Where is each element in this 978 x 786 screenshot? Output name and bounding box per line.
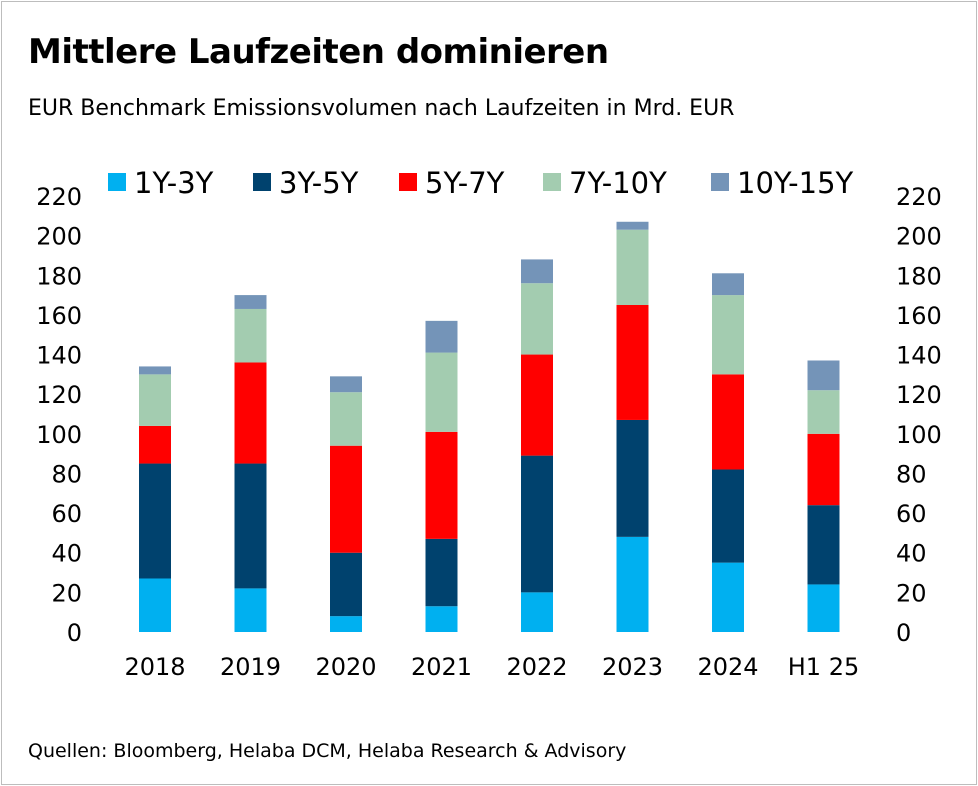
legend-label: 7Y-10Y [569, 166, 667, 200]
y-tick-right: 80 [896, 460, 927, 488]
bar-segment [234, 362, 267, 464]
legend-swatch [399, 173, 417, 191]
bar-segment [521, 354, 553, 456]
bar-segment [616, 536, 649, 632]
bar-segment [139, 578, 171, 632]
bar-segment [330, 445, 362, 553]
bar-segment [425, 431, 458, 539]
bar-segment [139, 425, 171, 464]
chart-subtitle: EUR Benchmark Emissionsvolumen nach Lauf… [28, 96, 735, 121]
bar-segment [521, 455, 553, 593]
chart-title: Mittlere Laufzeiten dominieren [28, 32, 609, 72]
bar-segment [234, 588, 267, 632]
x-tick-label: H1 25 [788, 653, 859, 681]
bar-segment [330, 392, 362, 446]
x-tick-label: 2019 [220, 653, 281, 681]
y-tick-left: 0 [67, 619, 82, 647]
bar-segment [425, 320, 458, 353]
legend-swatch [543, 173, 561, 191]
y-tick-right: 0 [896, 619, 911, 647]
legend-label: 1Y-3Y [134, 166, 214, 200]
y-tick-right: 140 [896, 342, 942, 370]
legend-swatch [108, 173, 126, 191]
y-tick-left: 80 [51, 460, 82, 488]
x-tick-label: 2020 [315, 653, 376, 681]
x-axis-labels: 2018 2019 2020 2021 2022 2023 2024 H1 25 [124, 653, 859, 681]
y-tick-right: 180 [896, 262, 942, 290]
y-tick-left: 120 [36, 381, 82, 409]
y-tick-left: 60 [51, 500, 82, 528]
y-tick-left: 20 [51, 579, 82, 607]
bar-segment [712, 295, 744, 375]
chart-source: Quellen: Bloomberg, Helaba DCM, Helaba R… [28, 740, 627, 762]
bar-segment [330, 376, 362, 393]
y-tick-left: 40 [51, 540, 82, 568]
y-tick-right: 20 [896, 579, 927, 607]
bar-segment [234, 308, 267, 363]
bar-segment [616, 229, 649, 305]
bar-segment [712, 374, 744, 470]
y-axis-right: 0 20 40 60 80 100 120 140 160 180 200 220 [896, 183, 942, 647]
bar-segment [425, 606, 458, 632]
bar-segment [139, 463, 171, 579]
y-tick-right: 160 [896, 302, 942, 330]
y-tick-left: 180 [36, 262, 82, 290]
bar-segment [139, 374, 171, 426]
bar-segment [712, 273, 744, 296]
legend: 1Y-3Y 3Y-5Y 5Y-7Y 7Y-10Y 10Y-15Y [108, 166, 854, 200]
y-tick-right: 220 [896, 183, 942, 211]
bar-segment [234, 295, 267, 309]
y-tick-left: 140 [36, 342, 82, 370]
x-tick-label: 2018 [124, 653, 185, 681]
bar-segment [521, 283, 553, 355]
x-tick-label: 2023 [602, 653, 663, 681]
bar-segment [521, 592, 553, 632]
bar-segment [330, 616, 362, 632]
bar-segment [521, 259, 553, 284]
bar-segment [330, 552, 362, 617]
y-axis-left: 0 20 40 60 80 100 120 140 160 180 200 220 [36, 183, 82, 647]
bar-segment [712, 469, 744, 563]
bar-segment [712, 562, 744, 632]
bar-segment [807, 390, 840, 434]
y-tick-right: 100 [896, 421, 942, 449]
bar-segment [807, 433, 840, 506]
x-tick-label: 2021 [411, 653, 472, 681]
bars [139, 221, 840, 632]
legend-label: 10Y-15Y [737, 166, 854, 200]
bar-segment [616, 221, 649, 230]
bar-segment [139, 366, 171, 375]
y-tick-right: 200 [896, 223, 942, 251]
x-tick-label: 2022 [506, 653, 567, 681]
bar-segment [807, 505, 840, 585]
y-tick-right: 60 [896, 500, 927, 528]
y-tick-right: 40 [896, 540, 927, 568]
legend-swatch [253, 173, 271, 191]
legend-swatch [711, 173, 729, 191]
bar-segment [807, 584, 840, 632]
bar-segment [616, 305, 649, 420]
legend-label: 5Y-7Y [425, 166, 505, 200]
y-tick-right: 120 [896, 381, 942, 409]
y-tick-left: 160 [36, 302, 82, 330]
bar-segment [807, 360, 840, 391]
y-tick-left: 220 [36, 183, 82, 211]
bar-segment [616, 419, 649, 537]
bar-segment [234, 463, 267, 589]
y-tick-left: 100 [36, 421, 82, 449]
legend-label: 3Y-5Y [279, 166, 359, 200]
x-tick-label: 2024 [697, 653, 758, 681]
bar-segment [425, 538, 458, 607]
bar-segment [425, 352, 458, 432]
y-tick-left: 200 [36, 223, 82, 251]
